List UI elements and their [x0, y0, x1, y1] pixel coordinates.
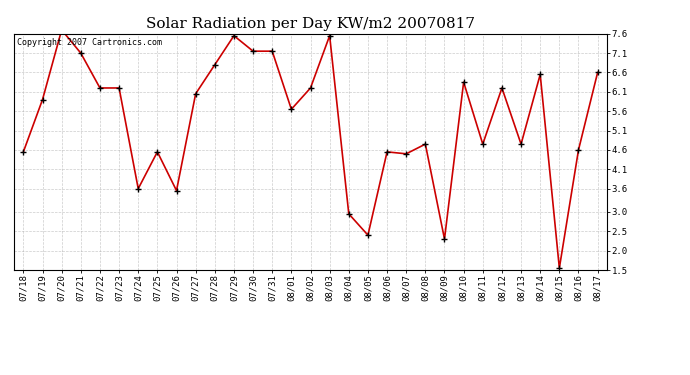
Title: Solar Radiation per Day KW/m2 20070817: Solar Radiation per Day KW/m2 20070817 [146, 17, 475, 31]
Text: Copyright 2007 Cartronics.com: Copyright 2007 Cartronics.com [17, 39, 161, 48]
